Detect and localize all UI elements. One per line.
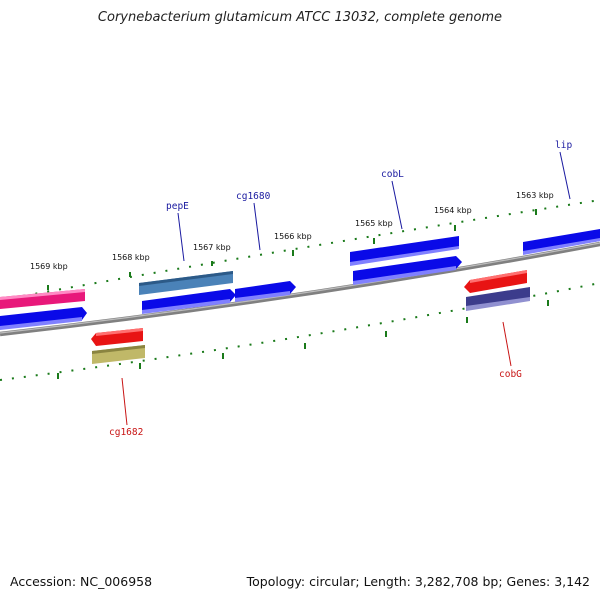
- gene-pepE[interactable]: [139, 271, 233, 295]
- outer-major-ticks: [47, 209, 537, 290]
- gene-cg1682-red[interactable]: [91, 328, 143, 346]
- gene-forward-left[interactable]: [0, 307, 87, 330]
- gene-label-cobL[interactable]: cobL: [381, 169, 404, 180]
- gene-navy[interactable]: [466, 287, 530, 311]
- leader-lip: [559, 151, 571, 200]
- accession-text: Accession: NC_006958: [10, 574, 153, 589]
- gene-forward-middle-a[interactable]: [142, 289, 236, 314]
- map-title: Corynebacterium glutamicum ATCC 13032, c…: [97, 10, 503, 25]
- kbp-label-1566: 1566 kbp: [274, 232, 312, 241]
- gene-cobG[interactable]: [464, 270, 527, 293]
- inner-major-ticks: [57, 300, 549, 379]
- gene-label-pepE[interactable]: pepE: [166, 201, 189, 212]
- leader-cobL: [391, 180, 403, 230]
- gene-label-cg1680[interactable]: cg1680: [236, 191, 271, 202]
- kbp-label-1564: 1564 kbp: [434, 206, 472, 215]
- kbp-label-1569: 1569 kbp: [30, 262, 68, 271]
- leader-pepE: [177, 212, 185, 262]
- gene-label-lip[interactable]: lip: [555, 140, 572, 151]
- leader-cg1682: [121, 377, 128, 426]
- label-leaders: [121, 151, 571, 426]
- gene-label-cobG[interactable]: cobG: [499, 369, 522, 380]
- gene-cobL-b[interactable]: [353, 256, 462, 285]
- genome-summary-text: Topology: circular; Length: 3,282,708 bp…: [246, 574, 590, 589]
- leader-cg1680: [253, 202, 261, 251]
- gene-label-cg1682[interactable]: cg1682: [109, 427, 143, 438]
- genome-backbone-highlight: [0, 242, 600, 334]
- kbp-label-1565: 1565 kbp: [355, 219, 393, 228]
- gene-cg1680[interactable]: [235, 281, 296, 302]
- gene-cobL-a[interactable]: [350, 236, 459, 266]
- kbp-label-1568: 1568 kbp: [112, 253, 150, 262]
- inner-tick-track: [0, 282, 600, 381]
- gene-lip[interactable]: [523, 229, 600, 255]
- leader-cobG: [502, 321, 512, 367]
- gene-pink[interactable]: [0, 289, 85, 309]
- kbp-label-1567: 1567 kbp: [193, 243, 231, 252]
- kbp-label-1563: 1563 kbp: [516, 191, 554, 200]
- gene-cg1682-olive[interactable]: [92, 345, 145, 364]
- genome-backbone: [0, 241, 600, 337]
